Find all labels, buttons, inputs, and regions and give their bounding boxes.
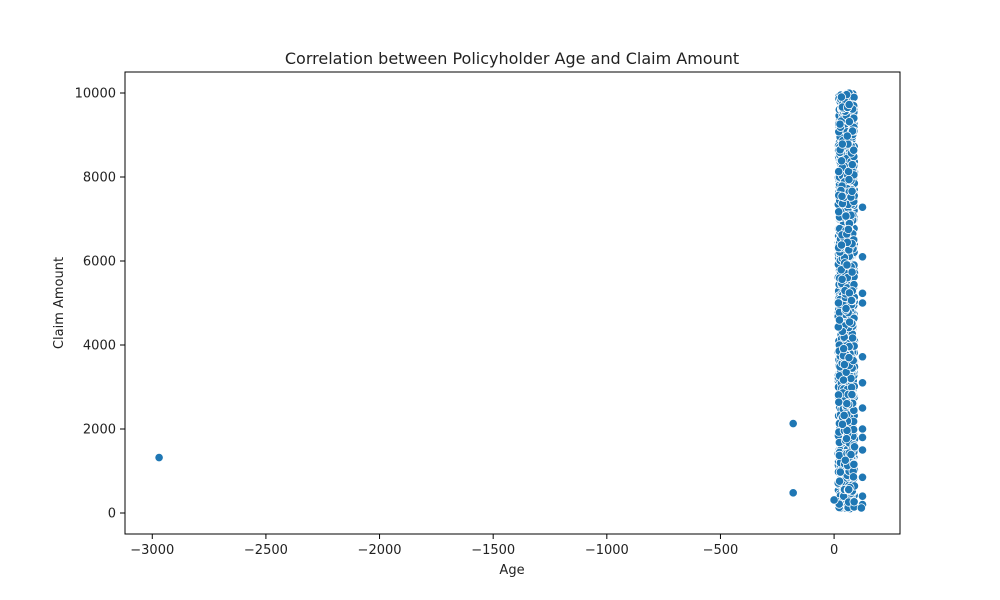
y-axis-label: Claim Amount <box>52 257 67 349</box>
cluster-point <box>837 274 847 284</box>
cluster-point <box>844 117 854 127</box>
x-tick-label: −2500 <box>244 543 288 558</box>
scatter-point <box>857 491 868 501</box>
y-axis: 0 2000 4000 6000 8000 10000 <box>75 87 125 522</box>
cluster-point <box>844 99 854 110</box>
cluster-point <box>847 389 857 400</box>
scatter-point <box>857 403 868 413</box>
cluster-point <box>846 449 856 460</box>
y-tick-label: 8000 <box>83 171 116 186</box>
plot-area-frame <box>124 71 901 535</box>
cluster-point <box>838 375 849 385</box>
y-tick-label: 10000 <box>75 87 116 102</box>
cluster-point <box>844 174 854 185</box>
scatter-point <box>857 378 868 388</box>
scatter-point <box>857 298 868 308</box>
cluster-point <box>834 207 844 217</box>
cluster-point <box>836 156 847 166</box>
scatter-point <box>857 288 868 298</box>
y-tick-label: 4000 <box>83 339 116 354</box>
cluster-point <box>834 476 845 486</box>
scatter-point <box>856 503 866 513</box>
scatter-point <box>857 252 868 262</box>
cluster-point <box>835 119 845 129</box>
scatter-point <box>829 495 839 505</box>
scatter-point <box>154 452 164 463</box>
cluster-point <box>847 267 857 277</box>
scatter-point <box>857 445 868 455</box>
cluster-point <box>841 434 852 444</box>
x-tick-label: −1500 <box>471 543 515 558</box>
cluster-point <box>842 131 852 141</box>
y-tick-label: 2000 <box>83 423 116 438</box>
cluster-point <box>843 224 853 234</box>
scatter-point <box>857 202 868 212</box>
cluster-point <box>835 467 845 477</box>
x-tick-label: −1000 <box>585 543 629 558</box>
cluster-point <box>847 186 857 196</box>
cluster-point <box>848 472 859 482</box>
points-layer <box>154 88 868 514</box>
cluster-point <box>849 442 860 452</box>
cluster-point <box>836 92 847 102</box>
cluster-point <box>844 317 855 327</box>
y-tick-label: 6000 <box>83 255 116 270</box>
cluster-point <box>841 211 851 221</box>
cluster-point <box>846 295 857 306</box>
cluster-point <box>839 410 849 421</box>
scatter-point <box>857 432 868 442</box>
cluster-point <box>834 166 844 177</box>
scatter-point <box>857 472 868 482</box>
x-tick-label: −3000 <box>130 543 174 558</box>
cluster-point <box>837 419 848 429</box>
scatter-point <box>857 424 868 434</box>
x-tick-label: 0 <box>830 543 838 558</box>
cluster-point <box>847 333 858 343</box>
cluster-point <box>839 359 850 370</box>
scatter-point <box>788 418 798 429</box>
cluster-point <box>842 260 852 270</box>
cluster-point <box>844 353 854 363</box>
scatter-point <box>857 352 868 362</box>
x-axis: −3000 −2500 −2000 −1500 −1000 −500 0 <box>130 534 838 558</box>
cluster-point <box>836 240 847 250</box>
cluster-point <box>849 145 859 155</box>
cluster-point <box>842 399 852 409</box>
cluster-point <box>840 455 850 465</box>
x-tick-label: −2000 <box>358 543 402 558</box>
scatter-point <box>788 488 798 498</box>
cluster-point <box>841 303 851 314</box>
cluster-point <box>839 344 849 354</box>
chart-title: Correlation between Policyholder Age and… <box>285 49 739 68</box>
cluster-point <box>837 191 847 201</box>
x-tick-label: −500 <box>703 543 739 558</box>
cluster-point <box>849 497 859 507</box>
cluster-point <box>844 288 854 298</box>
x-axis-label: Age <box>499 563 524 578</box>
cluster-point <box>849 459 859 469</box>
cluster-point <box>834 397 844 407</box>
cluster-point <box>844 484 854 495</box>
cluster-point <box>834 315 845 325</box>
cluster-point <box>833 298 844 308</box>
cluster-point <box>847 160 857 170</box>
cluster-point <box>837 139 847 149</box>
y-tick-label: 0 <box>108 507 116 522</box>
